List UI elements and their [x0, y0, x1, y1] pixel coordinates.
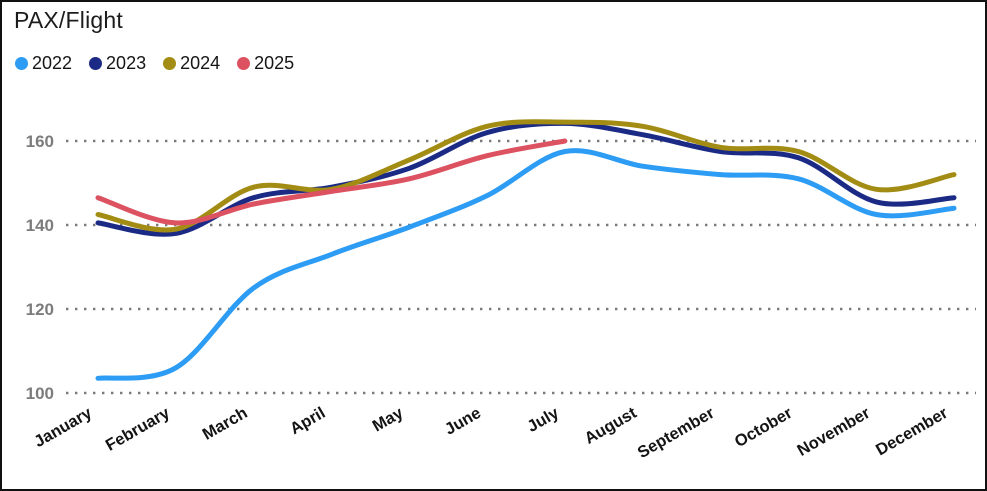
- x-label-december: December: [873, 404, 952, 460]
- series-line-2024: [95, 119, 957, 233]
- x-label-february: February: [103, 403, 174, 454]
- y-tick-label-160: 160: [26, 132, 54, 151]
- y-tick-label-100: 100: [26, 384, 54, 403]
- legend-item-2024[interactable]: 2024: [163, 53, 220, 74]
- legend-dot-icon: [163, 57, 177, 70]
- x-label-october: October: [732, 404, 796, 452]
- x-label-june: June: [442, 404, 484, 439]
- x-label-august: August: [581, 404, 640, 448]
- x-label-september: September: [635, 404, 718, 463]
- y-tick-label-140: 140: [26, 216, 54, 235]
- legend-item-2023[interactable]: 2023: [89, 53, 146, 74]
- legend: 2022 2023 2024 2025: [15, 53, 294, 74]
- legend-label: 2023: [106, 53, 147, 73]
- legend-dot-icon: [15, 57, 28, 70]
- x-label-july: July: [524, 403, 562, 436]
- series-line-2022: [95, 148, 957, 381]
- legend-dot-icon: [237, 57, 251, 70]
- y-tick-label-120: 120: [26, 300, 54, 319]
- series-line-2025: [95, 138, 568, 226]
- x-label-april: April: [287, 404, 329, 438]
- x-label-january: January: [31, 403, 96, 451]
- legend-label: 2024: [180, 53, 221, 73]
- chart-title: PAX/Flight: [14, 7, 123, 33]
- legend-dot-icon: [89, 57, 103, 70]
- series-line-2023: [95, 120, 957, 237]
- x-label-november: November: [794, 404, 873, 460]
- x-label-march: March: [200, 404, 251, 444]
- legend-item-2025[interactable]: 2025: [237, 53, 294, 74]
- legend-label: 2025: [254, 53, 295, 73]
- legend-item-2022[interactable]: 2022: [15, 53, 72, 74]
- x-label-may: May: [369, 403, 407, 435]
- legend-label: 2022: [32, 53, 73, 73]
